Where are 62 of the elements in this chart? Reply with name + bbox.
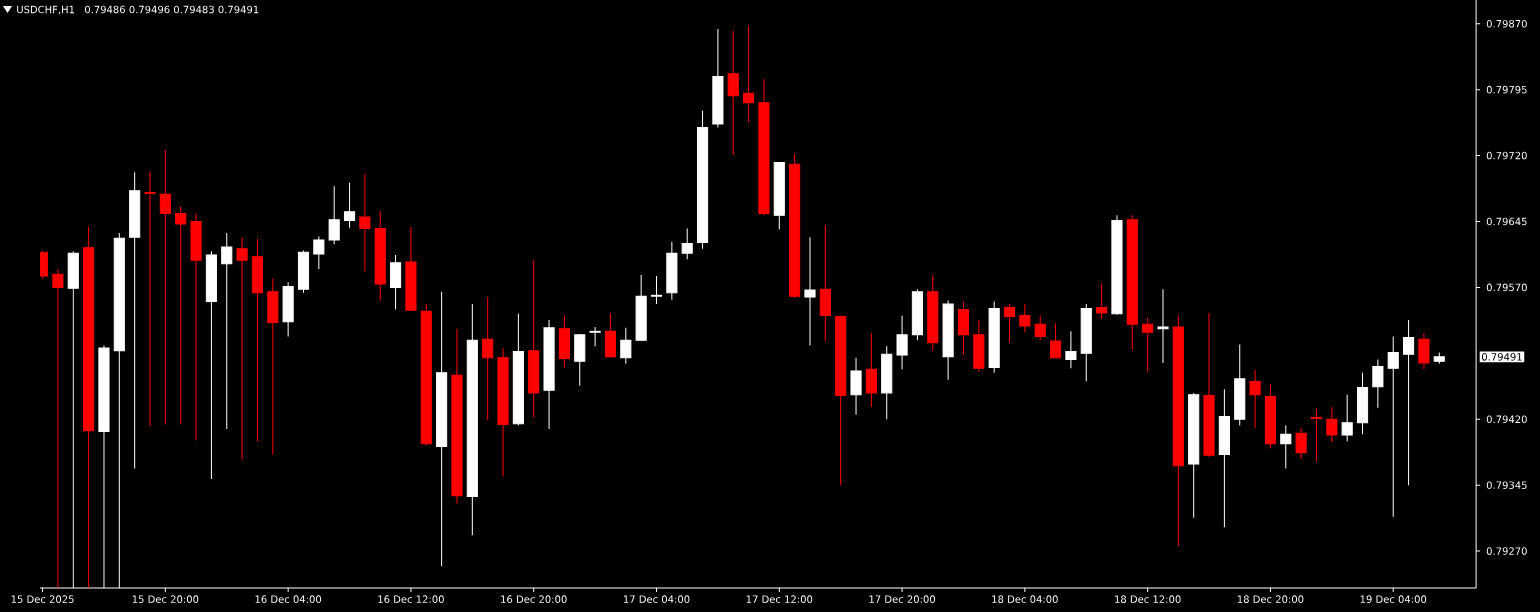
- x-tick-label: 15 Dec 2025: [11, 595, 74, 603]
- candlestick: [850, 357, 862, 416]
- candlestick: [328, 185, 340, 245]
- x-tick-label: 17 Dec 12:00: [746, 595, 813, 603]
- candlestick: [1280, 424, 1292, 469]
- candlestick: [804, 236, 816, 346]
- candlestick: [865, 332, 877, 408]
- candlestick: [1034, 315, 1046, 341]
- candlestick: [1387, 336, 1399, 518]
- candlestick: [727, 30, 739, 156]
- candlestick: [1019, 303, 1031, 333]
- candlestick: [1049, 322, 1062, 359]
- x-tick-label: 19 Dec 04:00: [1360, 595, 1427, 603]
- x-tick-label: 18 Dec 12:00: [1115, 595, 1181, 603]
- candlestick: [896, 315, 908, 370]
- candlestick: [1142, 317, 1154, 373]
- y-tick-label: 0.79795: [1486, 85, 1527, 94]
- candlestick: [1341, 394, 1353, 442]
- candlestick: [1403, 319, 1415, 486]
- candlestick: [482, 296, 494, 421]
- candlestick: [620, 327, 632, 365]
- candlestick: [343, 182, 356, 229]
- candlestick: [313, 235, 325, 270]
- text: 0.79491: [1481, 353, 1522, 361]
- y-tick-label: 0.79270: [1486, 547, 1527, 555]
- text: USDCHF,H1: [17, 5, 75, 15]
- candlestick: [1096, 283, 1108, 320]
- candlestick: [52, 268, 64, 588]
- candlestick: [743, 24, 755, 123]
- x-tick-label: 18 Dec 20:00: [1237, 595, 1304, 603]
- candlestick: [175, 206, 187, 426]
- x-tick-label: 16 Dec 12:00: [378, 595, 444, 603]
- y-tick-label: 0.79870: [1486, 19, 1527, 28]
- y-tick-label: 0.79570: [1486, 283, 1527, 292]
- y-tick-label: 0.79345: [1486, 481, 1527, 489]
- candlestick: [1372, 358, 1384, 409]
- x-tick-label: 16 Dec 20:00: [501, 595, 567, 603]
- candlestick: [681, 228, 693, 260]
- candlestick: [159, 149, 171, 426]
- y-tick-label: 0.79645: [1486, 217, 1527, 226]
- candlestick: [359, 173, 371, 273]
- candlestick: [221, 232, 233, 430]
- x-tick-label: 17 Dec 04:00: [623, 595, 690, 603]
- candlestick: [1249, 369, 1261, 429]
- chart-subtitle: 0.79486 0.79496 0.79483 0.79491: [84, 5, 259, 14]
- candlestick: [1065, 330, 1077, 369]
- x-tick-label: 15 Dec 20:00: [132, 595, 199, 603]
- candlestick: [1157, 288, 1169, 364]
- candlestick: [650, 275, 663, 305]
- x-tick-label: 17 Dec 20:00: [869, 595, 936, 603]
- y-tick-label: 0.79420: [1486, 415, 1527, 424]
- candlestick: [1295, 427, 1307, 460]
- candlestick: [1310, 408, 1323, 462]
- candlestick: [144, 170, 156, 427]
- candlestick: [1418, 332, 1430, 370]
- candlestick: [1003, 303, 1016, 344]
- candlestick: [236, 236, 248, 461]
- y-tick-label: 0.79720: [1486, 151, 1527, 160]
- x-tick-label: 16 Dec 04:00: [255, 595, 322, 603]
- candlestick: [589, 326, 601, 347]
- candlestick: [1326, 406, 1338, 443]
- x-tick-label: 18 Dec 04:00: [992, 595, 1058, 603]
